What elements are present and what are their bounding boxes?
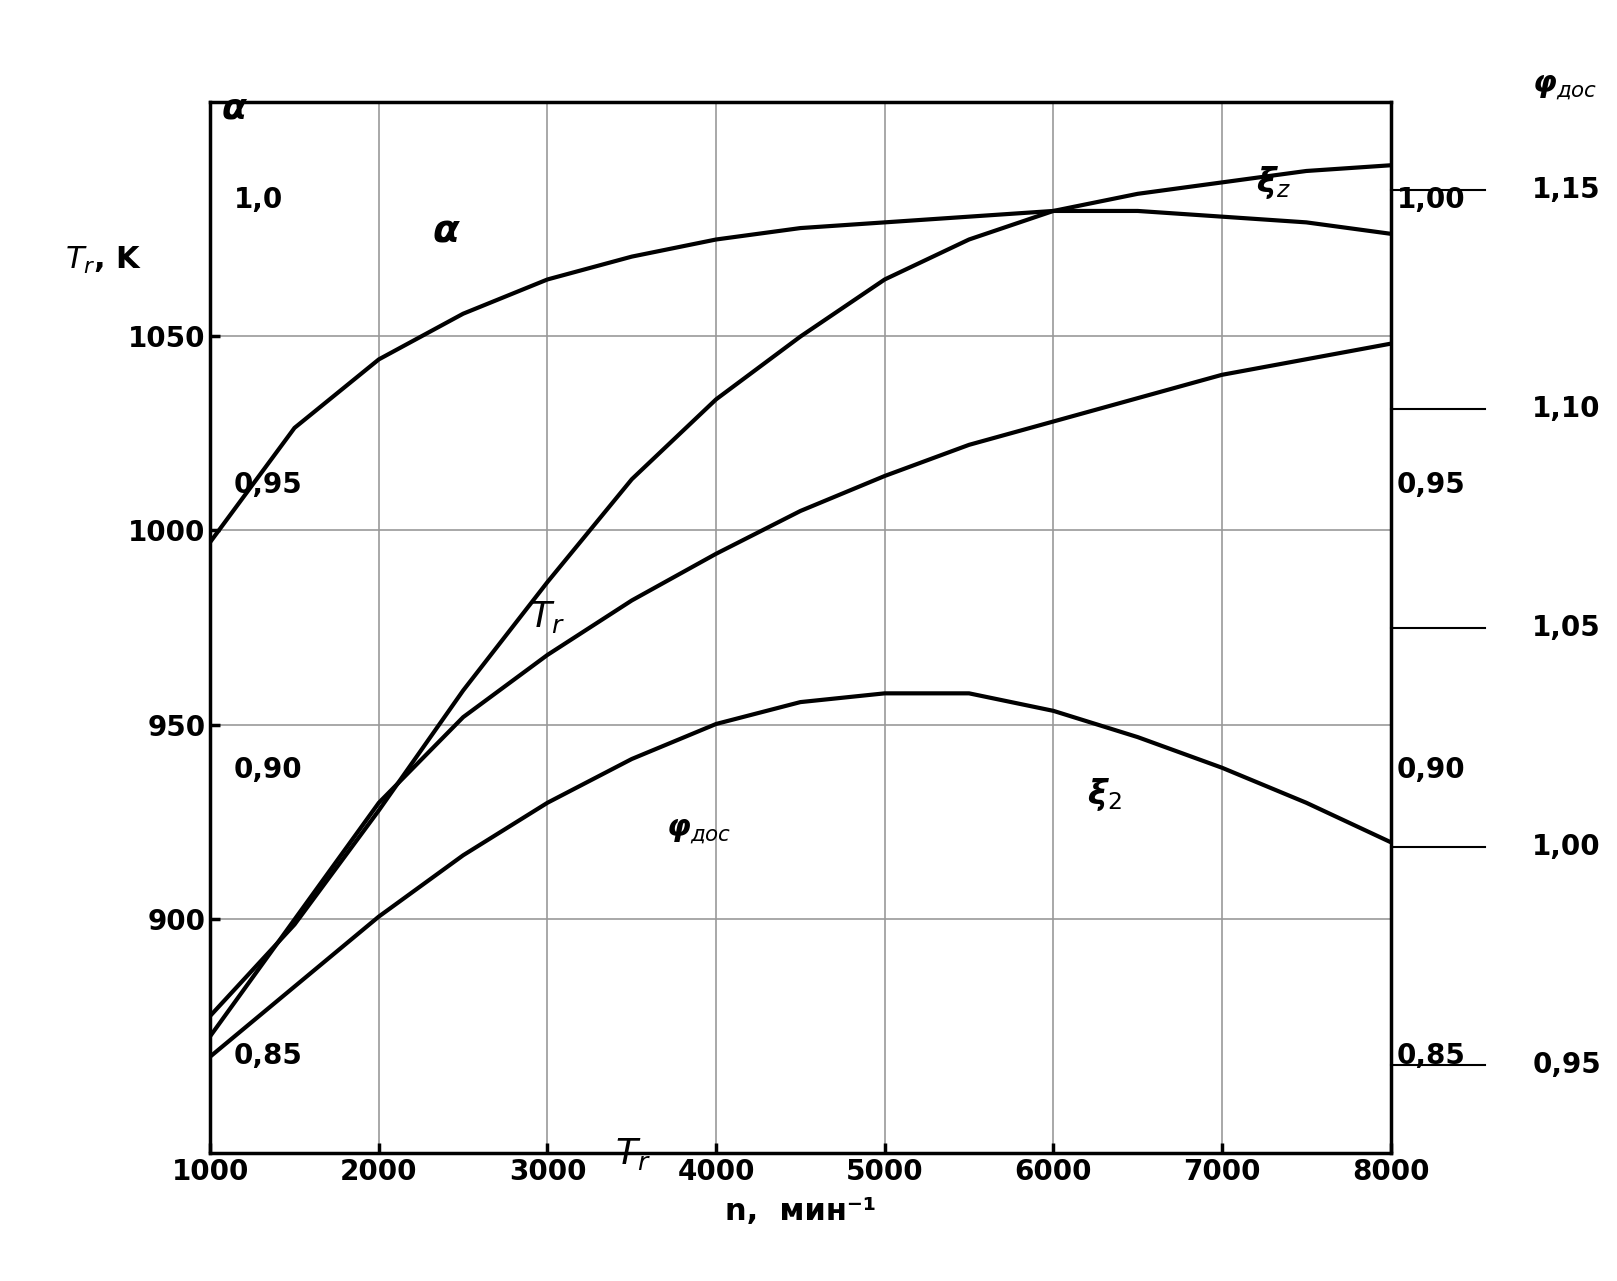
Text: α: α xyxy=(433,213,459,251)
Text: $T_r$: $T_r$ xyxy=(614,1136,650,1172)
Text: 0,95: 0,95 xyxy=(234,471,302,500)
X-axis label: n,  мин⁻¹: n, мин⁻¹ xyxy=(724,1196,876,1226)
Text: φ$_{дос}$: φ$_{дос}$ xyxy=(1533,73,1598,102)
Text: 0,90: 0,90 xyxy=(234,756,302,784)
Text: 0,90: 0,90 xyxy=(1397,756,1465,784)
Text: $T_r$, K: $T_r$, K xyxy=(65,245,142,275)
Text: 1,00: 1,00 xyxy=(1397,186,1465,214)
Text: 1,05: 1,05 xyxy=(1533,614,1601,642)
Text: ξ$_2$: ξ$_2$ xyxy=(1087,776,1122,813)
Text: 0,85: 0,85 xyxy=(234,1041,302,1070)
Text: 0,95: 0,95 xyxy=(1533,1052,1601,1080)
Text: α: α xyxy=(222,91,247,126)
Text: 1,10: 1,10 xyxy=(1533,395,1601,423)
Text: 1,0: 1,0 xyxy=(234,186,283,214)
Text: $T_r$: $T_r$ xyxy=(529,600,564,635)
Text: 0,85: 0,85 xyxy=(1397,1041,1465,1070)
Text: 1,00: 1,00 xyxy=(1533,833,1601,861)
Text: 0,95: 0,95 xyxy=(1397,471,1465,500)
Text: φ$_{дос}$: φ$_{дос}$ xyxy=(666,817,731,847)
Text: ξ$_z$: ξ$_z$ xyxy=(1256,164,1290,201)
Text: 1,15: 1,15 xyxy=(1533,175,1601,204)
